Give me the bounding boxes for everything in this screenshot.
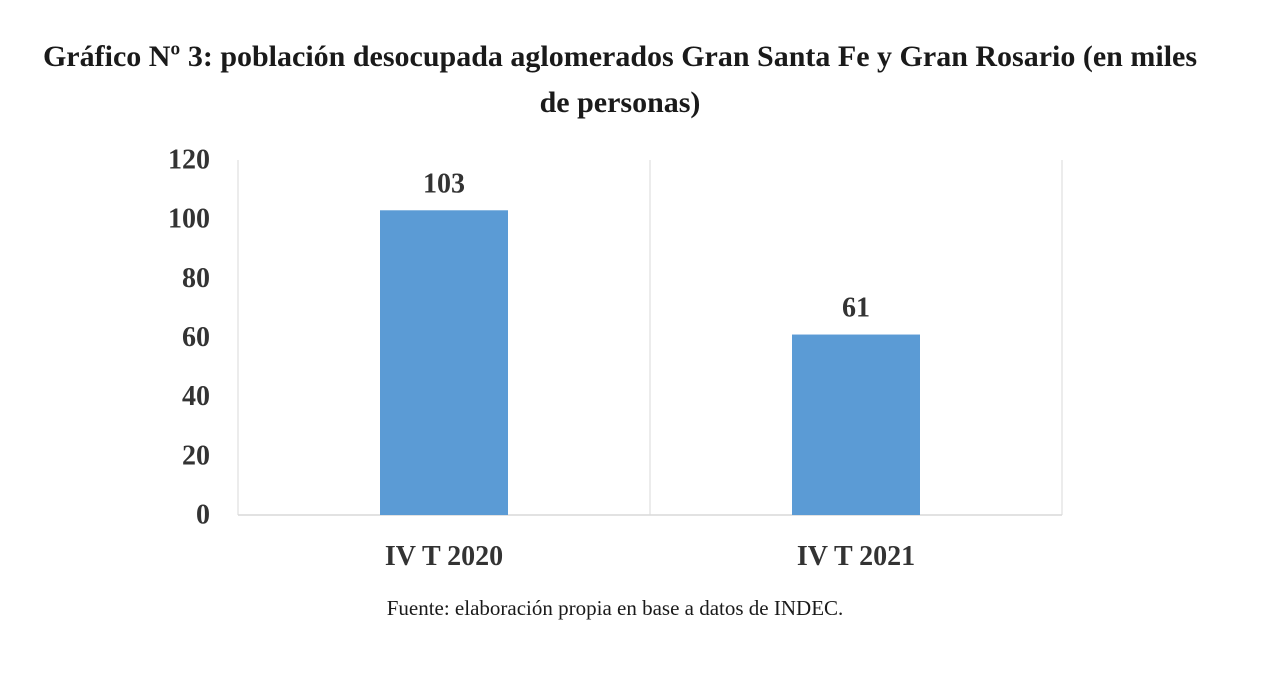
bar-1 bbox=[380, 210, 508, 515]
data-label: 61 bbox=[842, 293, 870, 324]
data-label: 103 bbox=[423, 168, 465, 199]
y-tick-label: 60 bbox=[182, 322, 210, 353]
x-tick-label: IV T 2021 bbox=[797, 541, 915, 572]
y-tick-label: 100 bbox=[168, 204, 210, 235]
chart-title: Gráfico Nº 3: población desocupada aglom… bbox=[42, 40, 1198, 119]
source-note: Fuente: elaboración propia en base a dat… bbox=[386, 596, 844, 620]
y-tick-label: 0 bbox=[196, 500, 210, 531]
x-tick-label: IV T 2020 bbox=[385, 541, 503, 572]
y-tick-label: 80 bbox=[182, 263, 210, 294]
y-tick-label: 40 bbox=[182, 381, 210, 412]
y-tick-label: 20 bbox=[182, 440, 210, 471]
bar-2 bbox=[792, 334, 920, 515]
y-tick-label: 120 bbox=[168, 145, 210, 176]
